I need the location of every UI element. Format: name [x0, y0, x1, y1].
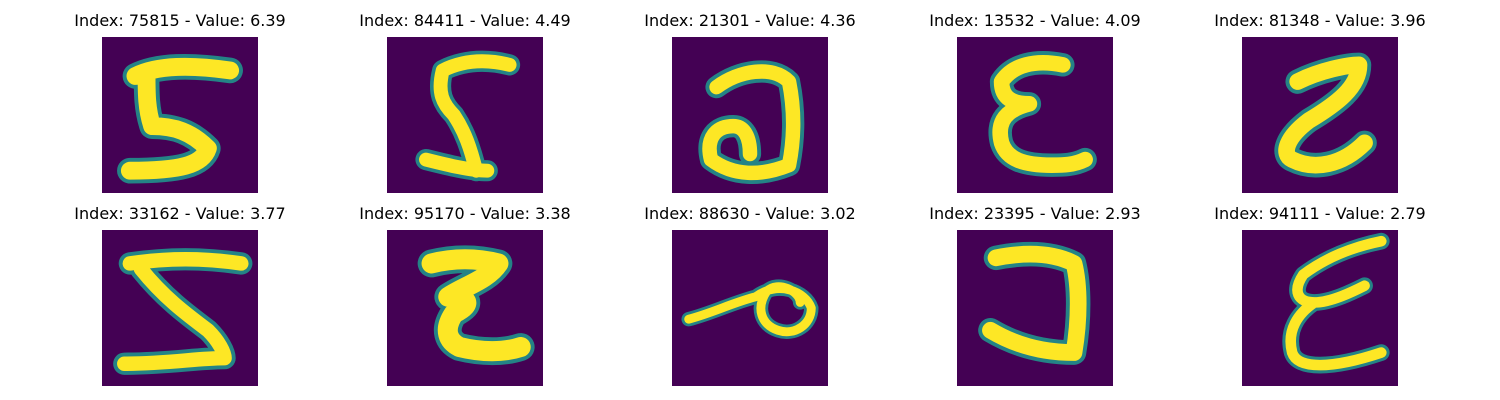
digit-image [1242, 230, 1398, 386]
panel-title: Index: 94111 - Value: 2.79 [1214, 204, 1426, 223]
sample-panel-3: Index: 21301 - Value: 4.36 [644, 10, 856, 200]
sample-panel-7: Index: 95170 - Value: 3.38 [359, 203, 571, 393]
panel-title: Index: 23395 - Value: 2.93 [929, 204, 1141, 223]
digit-image [387, 230, 543, 386]
digit-image [1242, 37, 1398, 193]
sample-panel-8: Index: 88630 - Value: 3.02 [644, 203, 856, 393]
sample-panel-1: Index: 75815 - Value: 6.39 [74, 10, 286, 200]
digit-image [102, 37, 258, 193]
panel-title: Index: 95170 - Value: 3.38 [359, 204, 571, 223]
sample-panel-5: Index: 81348 - Value: 3.96 [1214, 10, 1426, 200]
sample-panel-2: Index: 84411 - Value: 4.49 [359, 10, 571, 200]
sample-panel-10: Index: 94111 - Value: 2.79 [1214, 203, 1426, 393]
panel-title: Index: 75815 - Value: 6.39 [74, 11, 286, 30]
digit-image [672, 230, 828, 386]
panel-title: Index: 88630 - Value: 3.02 [644, 204, 856, 223]
sample-panel-4: Index: 13532 - Value: 4.09 [929, 10, 1141, 200]
panel-title: Index: 13532 - Value: 4.09 [929, 11, 1141, 30]
panel-title: Index: 84411 - Value: 4.49 [359, 11, 571, 30]
digit-image [957, 230, 1113, 386]
sample-panel-6: Index: 33162 - Value: 3.77 [74, 203, 286, 393]
panel-title: Index: 21301 - Value: 4.36 [644, 11, 856, 30]
digit-image [957, 37, 1113, 193]
digit-image [102, 230, 258, 386]
digit-image [672, 37, 828, 193]
sample-panel-9: Index: 23395 - Value: 2.93 [929, 203, 1141, 393]
digit-image [387, 37, 543, 193]
panel-title: Index: 81348 - Value: 3.96 [1214, 11, 1426, 30]
panel-title: Index: 33162 - Value: 3.77 [74, 204, 286, 223]
